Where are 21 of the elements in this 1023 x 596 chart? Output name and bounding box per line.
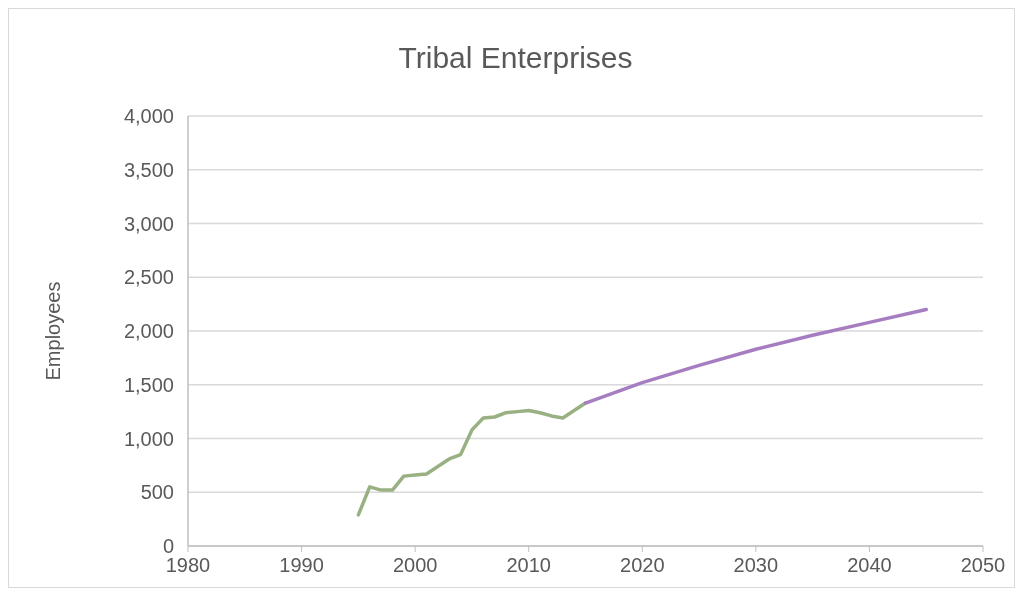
y-tick-label: 500 <box>140 481 174 504</box>
x-tick-label: 2050 <box>960 554 1006 576</box>
y-tick-label: 2,500 <box>123 266 174 289</box>
x-tick-label: 2030 <box>733 554 779 576</box>
y-tick-label: 2,000 <box>123 320 174 342</box>
x-tick-label: 2040 <box>847 554 892 576</box>
y-tick-label: 0 <box>162 535 174 557</box>
y-tick-label: 1,500 <box>123 373 174 396</box>
y-tick-label: 3,000 <box>123 212 174 235</box>
y-axis-title: Employees <box>42 281 64 381</box>
y-tick-label: 1,000 <box>123 427 174 450</box>
x-tick-label: 1980 <box>165 554 211 576</box>
y-tick-label: 3,500 <box>123 158 174 181</box>
line-series <box>583 307 928 405</box>
x-tick-label: 2020 <box>620 554 665 576</box>
y-tick-label: 4,000 <box>123 105 174 127</box>
x-tick-label: 2000 <box>392 554 438 576</box>
line-series <box>356 401 588 517</box>
x-tick-label: 2010 <box>506 554 551 576</box>
chart-title: Tribal Enterprises <box>398 41 633 74</box>
x-tick-label: 1990 <box>279 554 324 576</box>
